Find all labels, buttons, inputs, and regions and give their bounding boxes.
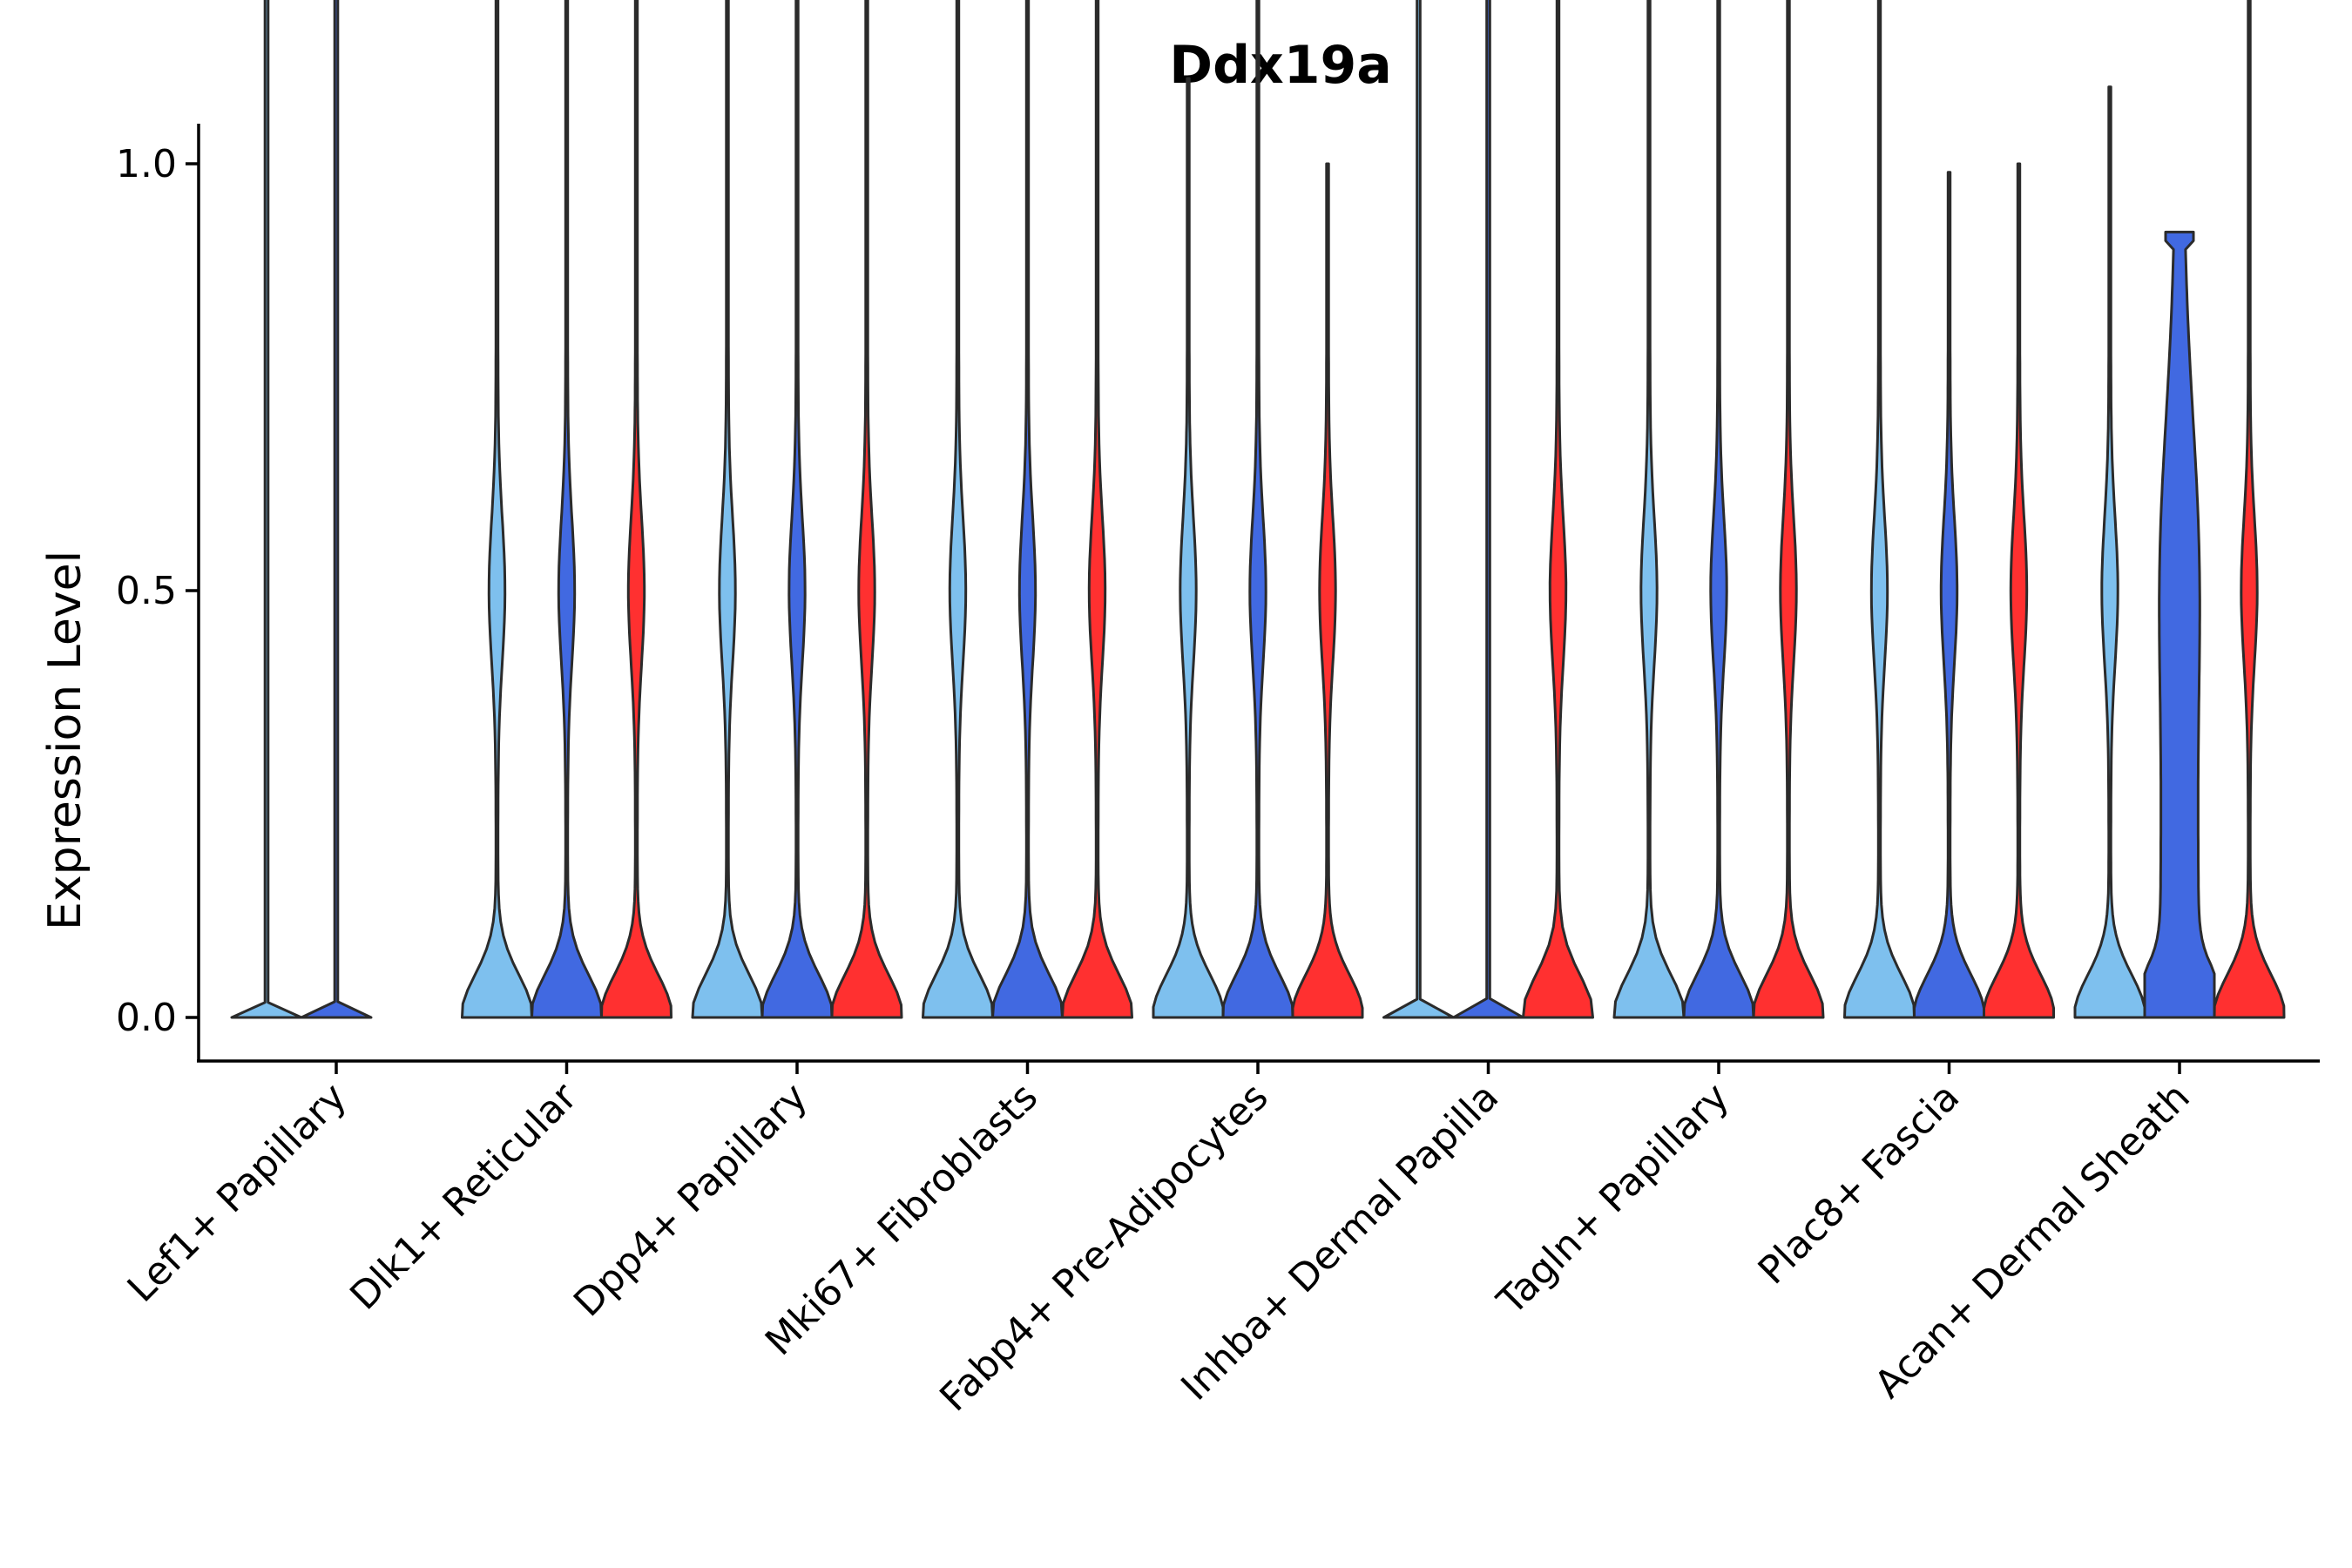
violin-6-group-3: [1752, 0, 1825, 1019]
violin-layer: [230, 0, 2286, 1019]
x-tick-label-7: Plac8+ Fascia: [1750, 1075, 1969, 1294]
y-tick-label-2: 1.0: [116, 142, 177, 186]
violin-6-group-2: [1682, 0, 1755, 1019]
violin-1-group-1: [461, 0, 533, 1019]
violin-0-group-1: [230, 0, 303, 1019]
x-tick-label-1: Dlk1+ Reticular: [341, 1074, 586, 1319]
violin-3-group-3: [1061, 0, 1133, 1019]
violin-3-group-1: [922, 0, 994, 1019]
violin-6-group-1: [1612, 0, 1686, 1019]
violin-8-group-1: [2073, 85, 2146, 1019]
violin-2-group-3: [830, 0, 903, 1019]
x-tick-label-0: Lef1+ Papillary: [119, 1075, 355, 1311]
violin-5-group-2: [1452, 0, 1524, 1019]
y-axis-label: Expression Level: [39, 551, 91, 930]
y-tick-label-1: 0.5: [116, 569, 177, 613]
violin-3-group-2: [991, 0, 1064, 1019]
violin-0-group-2: [300, 0, 373, 1019]
violin-7-group-3: [1983, 162, 2055, 1019]
violin-2-group-2: [760, 0, 834, 1019]
violin-8-group-3: [2213, 0, 2286, 1019]
y-tick-label-0: 0.0: [116, 996, 177, 1040]
violin-5-group-3: [1522, 0, 1594, 1019]
violin-4-group-1: [1152, 77, 1225, 1019]
violin-7-group-1: [1843, 0, 1916, 1019]
violin-4-group-3: [1291, 162, 1364, 1019]
chart-title: Ddx19a: [1169, 35, 1391, 96]
x-tick-label-6: Tagln+ Papillary: [1489, 1075, 1738, 1324]
y-axis-ticks: 0.00.51.01.52.0: [116, 142, 199, 1040]
violin-1-group-2: [531, 0, 603, 1019]
violin-5-group-1: [1382, 0, 1455, 1019]
violin-7-group-2: [1913, 171, 1985, 1019]
x-tick-label-2: Dpp4+ Papillary: [565, 1075, 816, 1326]
violin-8-group-2: [2143, 230, 2216, 1019]
violin-2-group-1: [691, 0, 764, 1019]
violin-1-group-3: [600, 0, 672, 1019]
violin-4-group-2: [1221, 0, 1294, 1019]
